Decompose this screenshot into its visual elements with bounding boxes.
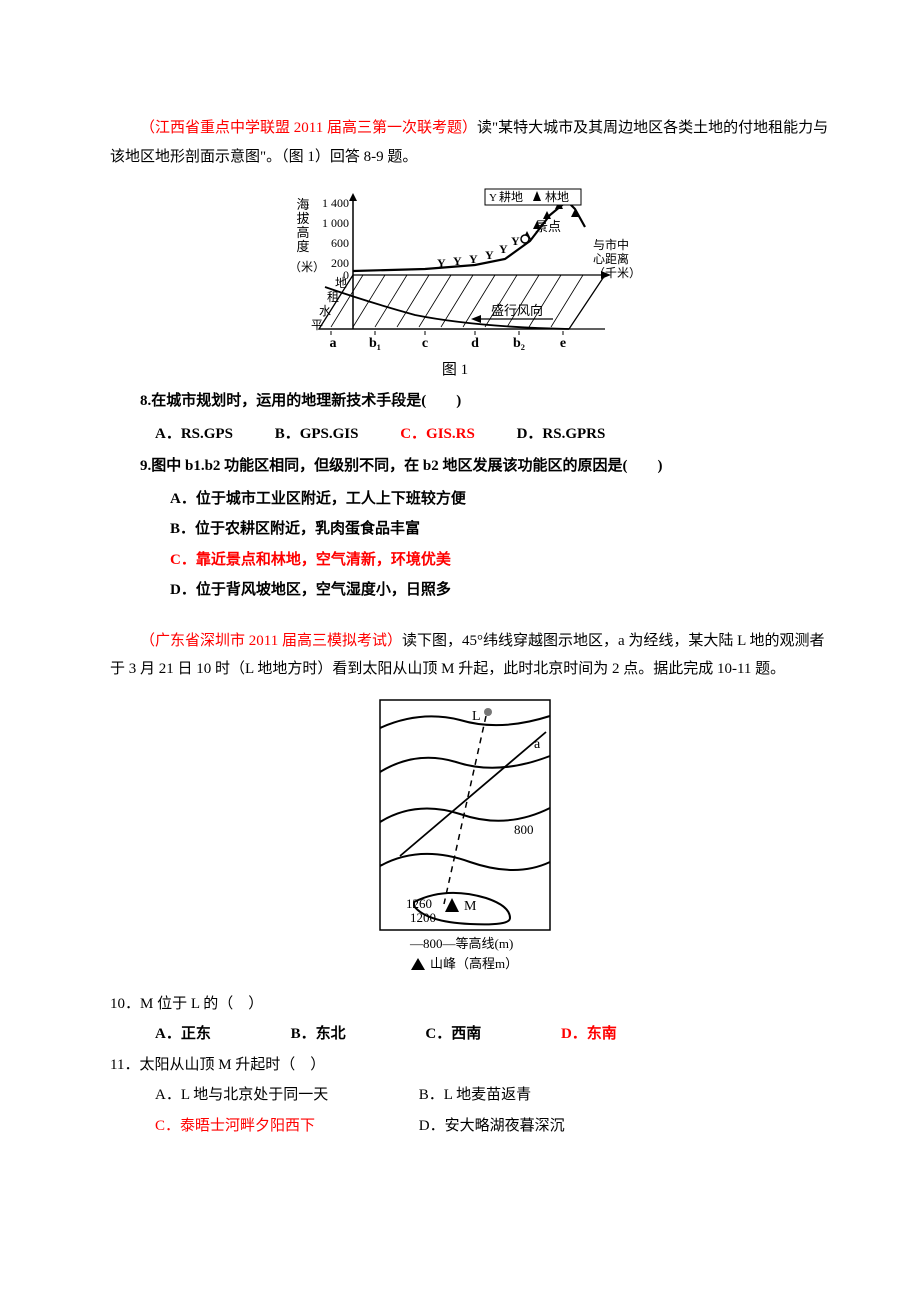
q11-b: B．L 地麦苗返青 (419, 1081, 679, 1110)
fig2-M: M (464, 899, 477, 914)
fig2-contours (380, 716, 550, 924)
fig2-dashed (444, 716, 486, 904)
q9-d: D．位于背风坡地区，空气湿度小，日照多 (170, 576, 830, 605)
fig2-peak-icon (445, 898, 459, 912)
q9-c: C．靠近景点和林地，空气清新，环境优美 (170, 546, 830, 575)
svg-text:Y: Y (485, 248, 494, 262)
q9-a: A．位于城市工业区附近，工人上下班较方便 (170, 485, 830, 514)
fig1-side-0: 地 (335, 276, 347, 290)
fig1-ytick-0: 1 400 (322, 196, 349, 210)
q10-d: D．东南 (561, 1020, 617, 1049)
fig2-L-dot (484, 708, 492, 716)
fig1-caption: 图 1 (442, 361, 468, 378)
q8-d: D．RS.GPRS (517, 420, 606, 449)
intro1-para: （江西省重点中学联盟 2011 届高三第一次联考题）读"某特大城市及其周边地区各… (110, 114, 830, 171)
svg-text:Y: Y (469, 252, 478, 266)
fig1-base-outline (319, 275, 605, 329)
fig1-yarrow (349, 193, 357, 201)
fig1-legend-farm-t: 耕地 (499, 189, 523, 204)
fig2-line-a (400, 732, 546, 856)
svg-text:Y: Y (499, 242, 508, 256)
fig1-wind-label: 盛行风向 (491, 303, 543, 318)
fig1-ylabel: 海拔高度 (296, 197, 309, 254)
fig1-xticks: a b₁ c d b₂ e (330, 336, 567, 351)
q10-a: A．正东 (155, 1020, 211, 1049)
q10-c: C．西南 (425, 1020, 481, 1049)
fig1-legend-farm: Y (489, 192, 497, 204)
fig1-side-3: 平 (311, 318, 323, 332)
svg-text:e: e (560, 336, 566, 351)
svg-text:Y: Y (511, 234, 520, 248)
fig2-legend-peak-icon (411, 958, 425, 970)
q10-b: B．东北 (291, 1020, 346, 1049)
q9-b: B．位于农耕区附近，乳肉蛋食品丰富 (170, 515, 830, 544)
figure-2: L a 800 1260 1200 M —800—等高线(m) 山峰（高程m） (110, 692, 830, 982)
q10-options: A．正东 B．东北 C．西南 D．东南 (155, 1020, 830, 1049)
q8-b: B．GPS.GIS (275, 420, 359, 449)
q11-a: A．L 地与北京处于同一天 (155, 1081, 415, 1110)
svg-text:d: d (471, 336, 479, 351)
svg-text:b₂: b₂ (513, 336, 525, 351)
fig1-scenic-icon (521, 235, 529, 243)
q10-stem: 10．M 位于 L 的（ ） (110, 990, 830, 1019)
intro1-source: （江西省重点中学联盟 2011 届高三第一次联考题） (140, 120, 477, 136)
fig2-800: 800 (514, 822, 534, 837)
fig1-ylabel-unit: （米） (289, 260, 325, 274)
q11-row1: A．L 地与北京处于同一天 B．L 地麦苗返青 (155, 1081, 830, 1110)
fig1-legend-forest-t: 林地 (545, 190, 569, 204)
q8-c: C．GIS.RS (400, 420, 475, 449)
svg-text:a: a (330, 336, 337, 351)
q8-options: A．RS.GPS B．GPS.GIS C．GIS.RS D．RS.GPRS (155, 420, 830, 449)
svg-text:Y: Y (437, 256, 446, 270)
fig1-right-label: 与市中心距离（千米） (593, 237, 641, 280)
fig1-wind-arrow (471, 315, 481, 323)
q8-stem: 8.在城市规划时，运用的地理新技术手段是( ) (140, 387, 830, 416)
q9-stem: 9.图中 b1.b2 功能区相同，但级别不同，在 b2 地区发展该功能区的原因是… (140, 452, 830, 481)
fig1-ytick-2: 600 (331, 236, 349, 250)
intro2-para: （广东省深圳市 2011 届高三模拟考试）读下图，45°纬线穿越图示地区，a 为… (110, 627, 830, 684)
fig1-scenic-label: 景点 (535, 219, 561, 234)
fig2-1200: 1200 (410, 910, 436, 925)
intro2-source: （广东省深圳市 2011 届高三模拟考试） (140, 633, 402, 649)
q11-d: D．安大略湖夜暮深沉 (419, 1112, 679, 1141)
q8-a: A．RS.GPS (155, 420, 233, 449)
q11-stem: 11．太阳从山顶 M 升起时（ ） (110, 1051, 830, 1080)
figure-1: 海拔高度 （米） 1 400 1 000 600 200 0 YYY YYY 景… (110, 179, 830, 379)
svg-text:c: c (422, 336, 428, 351)
svg-text:Y: Y (453, 254, 462, 268)
fig2-a: a (534, 737, 541, 752)
q11-c: C．泰晤士河畔夕阳西下 (155, 1112, 415, 1141)
fig2-legend2: 山峰（高程m） (430, 956, 518, 971)
fig2-L: L (472, 709, 481, 724)
q11-row2: C．泰晤士河畔夕阳西下 D．安大略湖夜暮深沉 (155, 1112, 830, 1141)
fig1-ytick-1: 1 000 (322, 216, 349, 230)
fig1-side-2: 水 (319, 304, 331, 318)
fig1-side-1: 租 (327, 290, 339, 304)
svg-text:b₁: b₁ (369, 336, 381, 351)
fig2-legend1: —800—等高线(m) (409, 936, 513, 951)
fig2-1260: 1260 (406, 896, 432, 911)
